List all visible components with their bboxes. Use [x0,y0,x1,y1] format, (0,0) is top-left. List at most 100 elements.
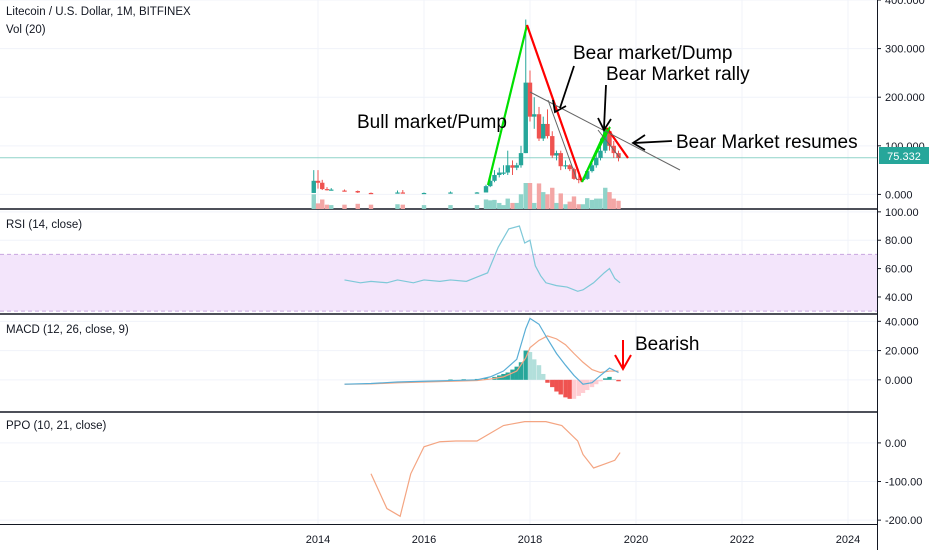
candle [576,174,581,184]
macd-histogram-bar [611,379,616,381]
volume-bar [320,199,325,209]
macd-histogram-bar [585,379,590,391]
volume-bar [505,198,510,209]
candle-body [545,123,550,137]
rsi-line [344,225,621,292]
candle-body [514,165,519,168]
volume-bar [474,205,480,209]
ppo-line [370,421,621,518]
arrow-head-icon [631,134,646,151]
price-tick-label: 0.000 [885,189,913,201]
candle [421,192,427,195]
rsi-axis-ticks: 40.00 60.00 80.00 100.00 [877,207,919,304]
candle-body [505,165,510,173]
candle-body [603,131,608,151]
volume-bar [541,192,546,209]
candle [514,162,519,171]
candle [368,192,374,195]
macd-histogram-bar [550,379,555,388]
candle-body [355,191,360,193]
macd-histogram-bar [558,379,563,395]
volume-bar [611,198,616,209]
arrow-head-icon [597,117,612,132]
ppo-tick-label: -100.00 [885,477,922,489]
macd-histogram-bar [567,379,572,399]
time-tick-label: 2014 [306,534,330,546]
candle-body [311,180,316,193]
candle-body [585,171,590,179]
volume-bar [395,204,400,209]
macd-line [344,317,619,385]
macd-histogram-bar [554,379,559,392]
candle [324,187,330,191]
macd-histogram-bar [580,379,586,393]
candle [523,19,528,154]
arrow-icon [633,140,673,144]
macd-histogram-bar [527,352,533,380]
candle-body [567,165,572,170]
candle [567,164,572,172]
macd-histogram-bar [589,379,595,388]
macd-histogram-bar [603,378,608,380]
volume-bar [576,204,581,209]
time-tick-label: 2020 [624,534,648,546]
volume-bar [355,203,360,209]
volume-bar [492,199,497,209]
ppo-tick-label: 0.00 [885,438,906,450]
ppo-tick-label: -200.00 [885,515,922,527]
pump-trendline [486,24,529,186]
annotation-bear-dump: Bear market/Dump [573,43,732,64]
descending-trendline [529,91,681,171]
macd-tick-label: 0.000 [885,375,913,387]
last-price-tag [879,147,929,164]
candle [501,165,506,175]
ppo-series-line [370,421,621,518]
macd-histogram-bar [594,379,599,385]
macd-histogram-bar [563,379,568,398]
annotation-bull: Bull market/Pump [357,112,507,133]
volume-bar [448,205,453,209]
macd-indicator [344,317,621,399]
time-axis-ticks: 2014 2016 2018 2020 2022 2024 [306,534,860,546]
candle-body [395,192,400,194]
volume-bar [311,194,316,209]
candle-body [523,82,528,154]
candle [315,170,321,189]
candle [558,150,563,171]
channel-trendline-right [597,129,621,159]
annotation-bearish: Bearish [635,334,699,355]
macd-axis-ticks: 0.000 20.000 40.000 [877,316,919,387]
volume-bar [400,204,405,209]
ppo-label: PPO (10, 21, close) [6,420,107,432]
bearish-arrow-head-icon [614,354,632,372]
trendlines [486,24,681,186]
price-tick-label: 300.000 [885,44,925,56]
candle [532,97,537,129]
candle-body [320,182,325,190]
candle-body [501,172,506,174]
candle-body [594,157,599,166]
volume-bar [536,183,542,209]
candle-body [576,178,581,181]
volume-bar [368,204,374,209]
symbol-title: Litecoin / U.S. Dollar, 1M, BITFINEX [6,6,191,18]
volume-bar [607,192,612,209]
candle [311,170,316,193]
candle [483,184,489,193]
volume-bar [550,187,555,209]
price-tick-label: 400.000 [885,0,925,7]
macd-histogram-bar [616,379,621,382]
candle [545,109,550,139]
macd-histogram-bar [598,379,603,382]
candle [355,190,360,193]
annotation-bear-rally: Bear Market rally [606,64,750,85]
candle-body [589,165,595,172]
candle [541,116,546,141]
candle-body [329,189,334,191]
candle-body [324,189,330,191]
arrow-head-icon [552,99,567,114]
candle-body [421,192,427,195]
candle-body [510,165,515,168]
volume-bar [488,200,493,209]
